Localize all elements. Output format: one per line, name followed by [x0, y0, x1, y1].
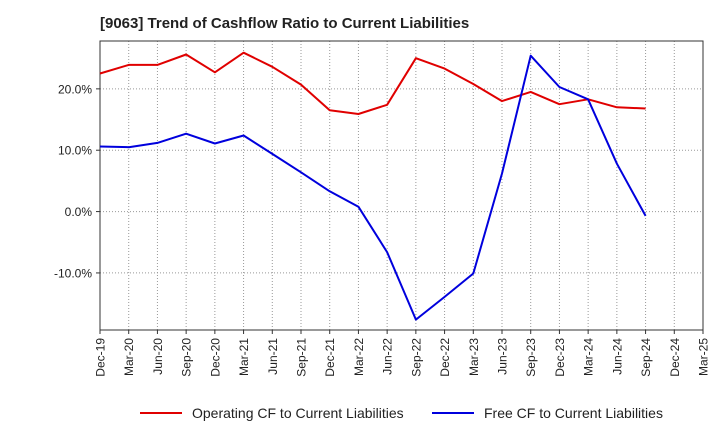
y-tick-label: 20.0% [58, 82, 92, 96]
y-tick-label: 0.0% [65, 205, 93, 219]
x-tick-label: Sep-23 [524, 338, 538, 377]
x-tick-label: Mar-20 [122, 338, 136, 376]
x-tick-label: Sep-20 [180, 338, 194, 377]
series-line-free-cf [99, 54, 647, 321]
legend: Operating CF to Current Liabilities Free… [0, 405, 720, 425]
x-tick-label: Jun-20 [151, 338, 165, 375]
y-tick-label: -10.0% [54, 266, 92, 280]
plot-area [99, 40, 704, 331]
y-tick-label: 10.0% [58, 144, 92, 158]
legend-label-operating-cf: Operating CF to Current Liabilities [192, 405, 404, 421]
x-tick-label: Mar-23 [467, 338, 481, 376]
x-tick-label: Dec-19 [94, 338, 108, 377]
legend-item-free-cf: Free CF to Current Liabilities [432, 405, 663, 421]
x-tick-label: Mar-25 [697, 338, 711, 376]
x-tick-label: Mar-21 [237, 338, 251, 376]
x-tick-label: Mar-22 [352, 338, 366, 376]
x-tick-label: Dec-24 [668, 338, 682, 377]
x-tick-label: Sep-24 [639, 338, 653, 377]
x-tick-label: Sep-21 [295, 338, 309, 377]
x-tick-label: Jun-24 [610, 338, 624, 375]
legend-swatch-operating-cf [140, 412, 182, 414]
x-tick-label: Mar-24 [582, 338, 596, 376]
x-tick-label: Dec-20 [208, 338, 222, 377]
chart-title: [9063] Trend of Cashflow Ratio to Curren… [100, 15, 470, 32]
x-tick-label: Jun-22 [381, 338, 395, 375]
x-tick-label: Jun-21 [266, 338, 280, 375]
x-tick-label: Dec-21 [323, 338, 337, 377]
x-tick-label: Jun-23 [496, 338, 510, 375]
x-tick-label: Dec-22 [438, 338, 452, 377]
legend-label-free-cf: Free CF to Current Liabilities [484, 405, 663, 421]
series-line-operating-cf [99, 51, 646, 115]
x-tick-label: Dec-23 [553, 338, 567, 377]
legend-swatch-free-cf [432, 412, 474, 414]
legend-item-operating-cf: Operating CF to Current Liabilities [140, 405, 404, 421]
x-tick-label: Sep-22 [409, 338, 423, 377]
